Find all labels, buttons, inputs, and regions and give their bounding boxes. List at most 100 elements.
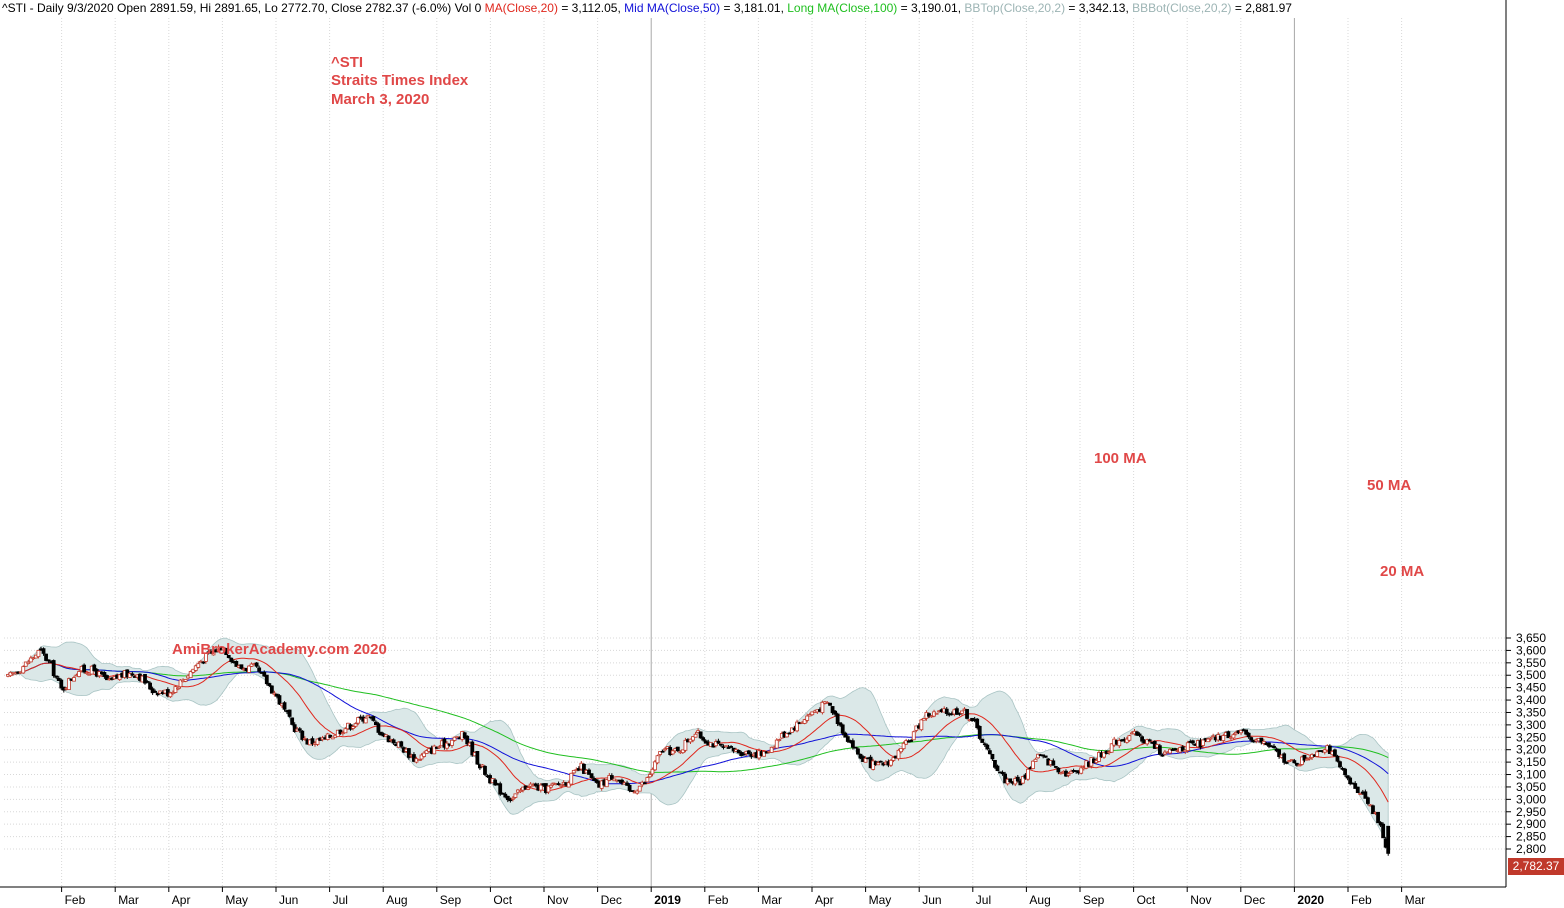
x-tick-label: Oct xyxy=(493,893,512,907)
candle xyxy=(637,785,642,792)
candle xyxy=(1127,734,1132,742)
header-prefix: ^STI - Daily 9/3/2020 Open 2891.59, Hi 2… xyxy=(2,1,482,15)
candle xyxy=(533,782,538,788)
candle xyxy=(1000,770,1005,776)
candle xyxy=(257,665,262,674)
candle xyxy=(546,785,551,795)
y-tick-label: 3,100 xyxy=(1516,768,1546,782)
candle xyxy=(239,664,244,670)
candle xyxy=(269,685,274,694)
candle xyxy=(275,693,279,699)
candle xyxy=(247,665,251,673)
candle xyxy=(736,749,741,754)
candle xyxy=(960,710,964,716)
candle xyxy=(795,719,799,733)
candle xyxy=(944,707,949,716)
candle xyxy=(61,686,66,693)
candle xyxy=(483,765,487,777)
candle xyxy=(642,781,647,785)
candle xyxy=(1315,750,1320,757)
candle xyxy=(510,796,515,802)
candle xyxy=(647,772,652,779)
candle xyxy=(820,700,825,715)
candle xyxy=(876,760,881,766)
candle xyxy=(26,659,31,665)
candle xyxy=(719,743,723,747)
candle xyxy=(566,780,571,788)
candle xyxy=(802,718,807,725)
candle xyxy=(840,723,845,736)
candle xyxy=(254,661,259,668)
candle xyxy=(1003,771,1007,784)
candle xyxy=(850,738,855,750)
candle xyxy=(777,738,782,742)
candle xyxy=(741,751,746,756)
candle xyxy=(790,727,794,733)
candle xyxy=(1059,772,1063,775)
candle xyxy=(571,769,576,775)
candle xyxy=(1259,737,1264,745)
ma50-annotation: 50 MA xyxy=(1367,477,1412,494)
candle xyxy=(650,767,655,777)
candle xyxy=(1343,767,1347,778)
candle xyxy=(1033,757,1038,762)
candle xyxy=(1246,731,1251,739)
candle xyxy=(44,653,48,662)
candle xyxy=(556,781,561,786)
indicator-header: ^STI - Daily 9/3/2020 Open 2891.59, Hi 2… xyxy=(2,0,1292,16)
candle xyxy=(670,749,675,756)
candle xyxy=(658,751,662,757)
candle xyxy=(290,717,295,726)
candle xyxy=(1020,775,1025,785)
candle xyxy=(1327,744,1332,754)
candle xyxy=(538,783,543,793)
candle xyxy=(1355,786,1360,794)
candle xyxy=(769,746,774,753)
candle xyxy=(143,674,147,685)
candle xyxy=(587,768,591,775)
candle xyxy=(450,739,454,748)
candle xyxy=(1305,757,1309,761)
x-tick-label: Feb xyxy=(708,893,729,907)
chart-title-symbol: ^STI xyxy=(331,54,364,71)
candle xyxy=(480,764,485,768)
candle xyxy=(1284,761,1289,765)
candle xyxy=(1117,738,1122,749)
candle xyxy=(226,654,231,659)
candle xyxy=(1137,732,1142,738)
candle xyxy=(1244,729,1249,736)
candle xyxy=(1338,760,1342,769)
candle xyxy=(424,749,429,754)
candle xyxy=(462,731,467,740)
candle xyxy=(965,709,969,720)
candle xyxy=(1282,752,1287,765)
candle xyxy=(1124,736,1129,744)
y-tick-label: 2,900 xyxy=(1516,817,1546,831)
x-tick-label: May xyxy=(225,893,248,907)
candle xyxy=(653,759,657,772)
candles xyxy=(6,644,1391,856)
y-tick-label: 3,150 xyxy=(1516,755,1546,769)
candle xyxy=(1056,767,1061,775)
candle xyxy=(993,759,997,770)
candle xyxy=(28,655,33,663)
candle xyxy=(919,718,924,732)
candle xyxy=(1249,736,1254,743)
candle xyxy=(604,778,609,788)
candle xyxy=(1226,730,1231,739)
x-tick-label: Sep xyxy=(1083,893,1105,907)
candle xyxy=(899,747,903,754)
ma20-annotation: 20 MA xyxy=(1380,563,1425,580)
x-tick-label: Dec xyxy=(1244,893,1265,907)
candle xyxy=(343,727,348,734)
candle xyxy=(1371,804,1375,815)
bollinger-bands xyxy=(7,637,1389,852)
candle xyxy=(445,740,449,750)
candle xyxy=(376,722,381,735)
candle xyxy=(1211,733,1216,738)
candle xyxy=(272,690,277,697)
candle xyxy=(21,665,26,674)
candle xyxy=(297,727,302,733)
x-tick-label: Dec xyxy=(601,893,622,907)
y-tick-label: 3,450 xyxy=(1516,681,1546,695)
